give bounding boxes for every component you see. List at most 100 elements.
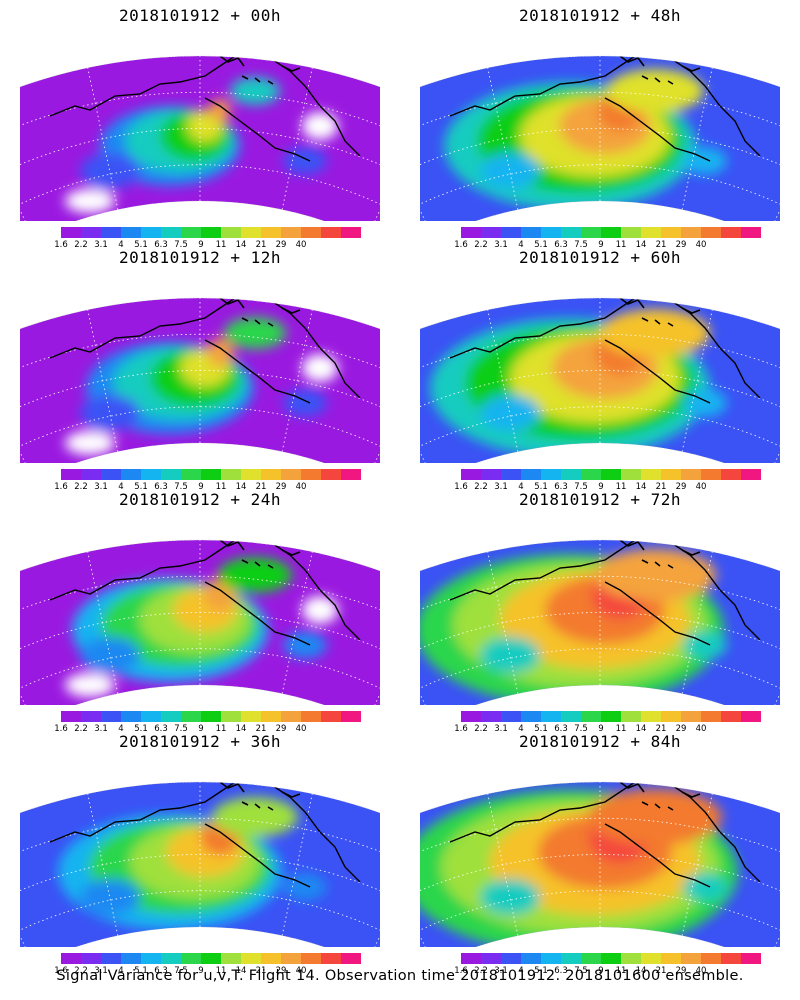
map-panel: 2018101912 + 60h 1.6 2.2 3.1 4 5.1 6.3 7.5 9 11 14… bbox=[400, 248, 800, 492]
map-panel: 2018101912 + 36h 1.6 2.2 3.1 4 5.1 6.3 7.5 9 11 14… bbox=[0, 732, 400, 976]
colorbar-swatch bbox=[661, 227, 681, 238]
colorbar-tick-label: 6.3 bbox=[154, 966, 168, 976]
colorbar-swatch bbox=[241, 711, 261, 722]
colorbar-swatch bbox=[481, 469, 501, 480]
map-panel: 2018101912 + 72h 1.6 2.2 3.1 4 5.1 6.3 7.5 9 11 14… bbox=[400, 490, 800, 734]
colorbar-tick-label: 11 bbox=[615, 482, 627, 492]
colorbar-tick-label: 1.6 bbox=[54, 966, 68, 976]
colorbar-tick-label: 5.1 bbox=[534, 482, 548, 492]
colorbar bbox=[61, 227, 361, 238]
colorbar-swatch bbox=[321, 227, 341, 238]
colorbar-swatch bbox=[321, 469, 341, 480]
colorbar-tick-label: 5.1 bbox=[134, 724, 148, 734]
colorbar-tick-label: 1.6 bbox=[454, 240, 468, 250]
colorbar bbox=[461, 227, 761, 238]
map-panel: 2018101912 + 84h 1.6 2.2 3.1 4 5.1 6.3 7.5 9 11 14… bbox=[400, 732, 800, 976]
colorbar-tick-label: 6.3 bbox=[154, 482, 168, 492]
colorbar-swatch bbox=[461, 711, 481, 722]
colorbar-swatch bbox=[701, 711, 721, 722]
colorbar-tick-label: 9 bbox=[598, 482, 604, 492]
colorbar-tick-label: 7.5 bbox=[174, 482, 188, 492]
colorbar-tick-label: 29 bbox=[675, 966, 687, 976]
colorbar-tick-label: 9 bbox=[598, 966, 604, 976]
colorbar-tick-label: 6.3 bbox=[154, 724, 168, 734]
colorbar-swatch bbox=[61, 469, 81, 480]
colorbar-swatch bbox=[721, 469, 741, 480]
colorbar-tick-label: 1.6 bbox=[54, 482, 68, 492]
colorbar-swatch bbox=[181, 469, 201, 480]
colorbar-swatch bbox=[741, 711, 761, 722]
colorbar-tick-label: 21 bbox=[655, 240, 667, 250]
colorbar-tick-label: 3.1 bbox=[494, 724, 508, 734]
colorbar-labels: 1.6 2.2 3.1 4 5.1 6.3 7.5 9 11 14 21 29 40 bbox=[54, 966, 361, 976]
colorbar bbox=[61, 469, 361, 480]
colorbar-swatch bbox=[601, 469, 621, 480]
colorbar-tick-label: 40 bbox=[695, 482, 707, 492]
colorbar-swatch bbox=[201, 469, 221, 480]
colorbar-tick-label: 3.1 bbox=[494, 240, 508, 250]
colorbar-tick-label: 5.1 bbox=[134, 240, 148, 250]
variance-map bbox=[20, 781, 380, 947]
colorbar-swatch bbox=[81, 711, 101, 722]
colorbar-tick-label: 7.5 bbox=[174, 724, 188, 734]
colorbar-swatch bbox=[301, 469, 321, 480]
colorbar-tick-label: 6.3 bbox=[554, 240, 568, 250]
colorbar-swatch bbox=[301, 711, 321, 722]
colorbar-tick-label: 29 bbox=[275, 724, 287, 734]
variance-map bbox=[420, 297, 780, 463]
colorbar-tick-label: 14 bbox=[635, 724, 647, 734]
colorbar-swatch bbox=[681, 953, 701, 964]
colorbar-tick-label: 7.5 bbox=[574, 724, 588, 734]
colorbar-swatch bbox=[221, 227, 241, 238]
map-panel: 2018101912 + 24h 1.6 2.2 3.1 4 5.1 6.3 7.5 9 11 14… bbox=[0, 490, 400, 734]
colorbar-tick-label: 5.1 bbox=[134, 482, 148, 492]
colorbar bbox=[461, 469, 761, 480]
colorbar-swatch bbox=[621, 953, 641, 964]
colorbar-tick-label: 29 bbox=[675, 724, 687, 734]
colorbar-swatch bbox=[621, 711, 641, 722]
colorbar-swatch bbox=[261, 469, 281, 480]
colorbar-tick-label: 3.1 bbox=[94, 724, 108, 734]
colorbar-swatch bbox=[661, 469, 681, 480]
colorbar-tick-label: 7.5 bbox=[574, 966, 588, 976]
colorbar-swatch bbox=[561, 711, 581, 722]
colorbar-swatch bbox=[641, 469, 661, 480]
colorbar-tick-label: 4 bbox=[118, 482, 124, 492]
colorbar-swatch bbox=[701, 953, 721, 964]
colorbar-swatch bbox=[501, 953, 521, 964]
colorbar-swatch bbox=[341, 227, 361, 238]
panel-title: 2018101912 + 48h bbox=[518, 6, 682, 25]
colorbar-swatch bbox=[701, 469, 721, 480]
colorbar-labels: 1.6 2.2 3.1 4 5.1 6.3 7.5 9 11 14 21 29 40 bbox=[454, 966, 761, 976]
colorbar-tick-label: 2.2 bbox=[74, 482, 88, 492]
colorbar-tick-label: 21 bbox=[655, 482, 667, 492]
colorbar-swatch bbox=[501, 711, 521, 722]
colorbar-swatch bbox=[581, 227, 601, 238]
colorbar-swatch bbox=[121, 711, 141, 722]
colorbar-swatch bbox=[281, 469, 301, 480]
colorbar-swatch bbox=[281, 227, 301, 238]
colorbar-tick-label: 11 bbox=[215, 966, 227, 976]
variance-map bbox=[420, 781, 780, 947]
colorbar-swatch bbox=[101, 227, 121, 238]
colorbar-swatch bbox=[341, 953, 361, 964]
colorbar-labels: 1.6 2.2 3.1 4 5.1 6.3 7.5 9 11 14 21 29 40 bbox=[454, 240, 761, 250]
colorbar-swatch bbox=[301, 953, 321, 964]
colorbar-tick-label: 3.1 bbox=[94, 482, 108, 492]
colorbar-tick-label: 4 bbox=[518, 966, 524, 976]
colorbar-tick-label: 2.2 bbox=[474, 966, 488, 976]
panel-title: 2018101912 + 60h bbox=[518, 248, 682, 267]
colorbar-tick-label: 29 bbox=[675, 240, 687, 250]
colorbar-swatch bbox=[541, 227, 561, 238]
colorbar-swatch bbox=[121, 469, 141, 480]
colorbar-swatch bbox=[741, 953, 761, 964]
colorbar-swatch bbox=[701, 227, 721, 238]
colorbar-tick-label: 2.2 bbox=[474, 240, 488, 250]
colorbar-tick-label: 3.1 bbox=[94, 966, 108, 976]
colorbar-tick-label: 1.6 bbox=[454, 482, 468, 492]
colorbar-tick-label: 2.2 bbox=[474, 482, 488, 492]
colorbar-swatch bbox=[61, 711, 81, 722]
colorbar-swatch bbox=[281, 711, 301, 722]
variance-map bbox=[420, 55, 780, 221]
colorbar-swatch bbox=[721, 711, 741, 722]
